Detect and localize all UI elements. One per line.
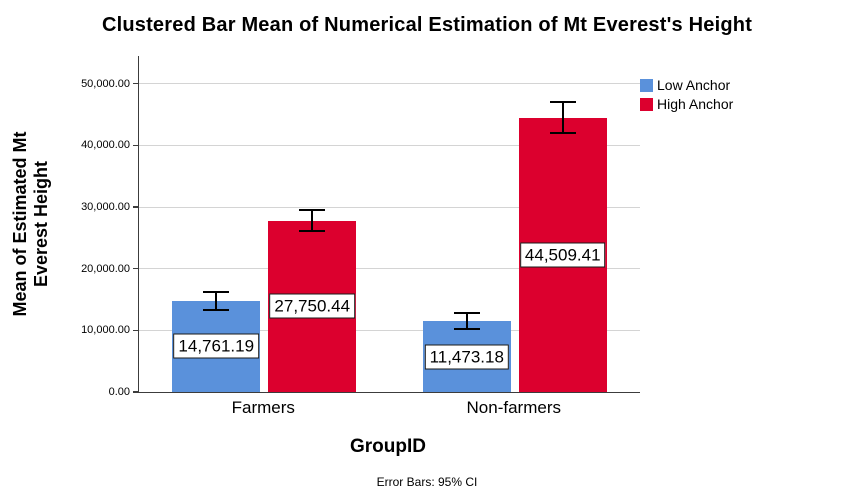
y-axis-title: Mean of Estimated Mt Everest Height	[10, 131, 52, 316]
error-bar-high-anchor-farmers	[299, 208, 326, 232]
plot-area: 14,761.19 27,750.44 11,473.18 44,509.41	[138, 56, 640, 393]
legend-label-high-anchor: High Anchor	[657, 96, 734, 112]
value-label-low-anchor-farmers: 14,761.19	[173, 333, 260, 359]
legend-item-high-anchor: High Anchor	[640, 96, 733, 112]
x-category-label-non-farmers: Non-farmers	[466, 398, 561, 417]
gridline-50000	[139, 83, 640, 85]
x-category-label-farmers: Farmers	[231, 398, 295, 417]
y-tick-label-10000: 10,000.00	[81, 324, 130, 337]
error-bar-stem	[561, 102, 564, 133]
y-tick-mark-20000	[133, 267, 138, 270]
error-bar-stem	[215, 292, 218, 310]
y-tick-label-40000: 40,000.00	[81, 139, 130, 152]
y-tick-mark-40000	[133, 144, 138, 147]
gridline-10000	[139, 329, 640, 331]
y-tick-label-30000: 30,000.00	[81, 201, 130, 214]
legend-swatch-high-anchor	[640, 97, 653, 111]
legend: Low Anchor High Anchor	[640, 77, 733, 115]
y-tick-label-50000: 50,000.00	[81, 77, 130, 90]
value-label-high-anchor-non-farmers: 44,509.41	[519, 242, 606, 268]
y-tick-label-20000: 20,000.00	[81, 262, 130, 275]
error-bars-footnote: Error Bars: 95% CI	[376, 475, 478, 489]
legend-item-low-anchor: Low Anchor	[640, 77, 733, 93]
y-tick-mark-50000	[133, 82, 138, 85]
value-label-high-anchor-farmers: 27,750.44	[269, 293, 356, 319]
y-tick-label-0: 0.00	[108, 386, 130, 398]
error-bar-stem	[311, 210, 314, 230]
chart-title: Clustered Bar Mean of Numerical Estimati…	[101, 14, 753, 36]
error-bar-low-anchor-non-farmers	[453, 312, 480, 331]
gridline-40000	[139, 144, 640, 146]
legend-label-low-anchor: Low Anchor	[657, 77, 731, 93]
x-axis-title: GroupID	[350, 436, 426, 457]
error-bar-low-anchor-farmers	[203, 290, 230, 312]
y-tick-mark-30000	[133, 206, 138, 208]
y-axis-title-line-2: Everest Height	[31, 160, 51, 288]
error-bar-stem	[465, 314, 468, 329]
y-tick-mark-0	[133, 391, 138, 393]
value-label-low-anchor-non-farmers: 11,473.18	[424, 344, 509, 370]
y-axis-title-line-1: Mean of Estimated Mt	[10, 131, 30, 317]
gridline-20000	[139, 268, 640, 270]
error-bar-high-anchor-non-farmers	[549, 100, 576, 135]
legend-swatch-low-anchor	[640, 78, 653, 92]
gridline-30000	[139, 206, 640, 208]
y-tick-mark-10000	[133, 329, 138, 332]
